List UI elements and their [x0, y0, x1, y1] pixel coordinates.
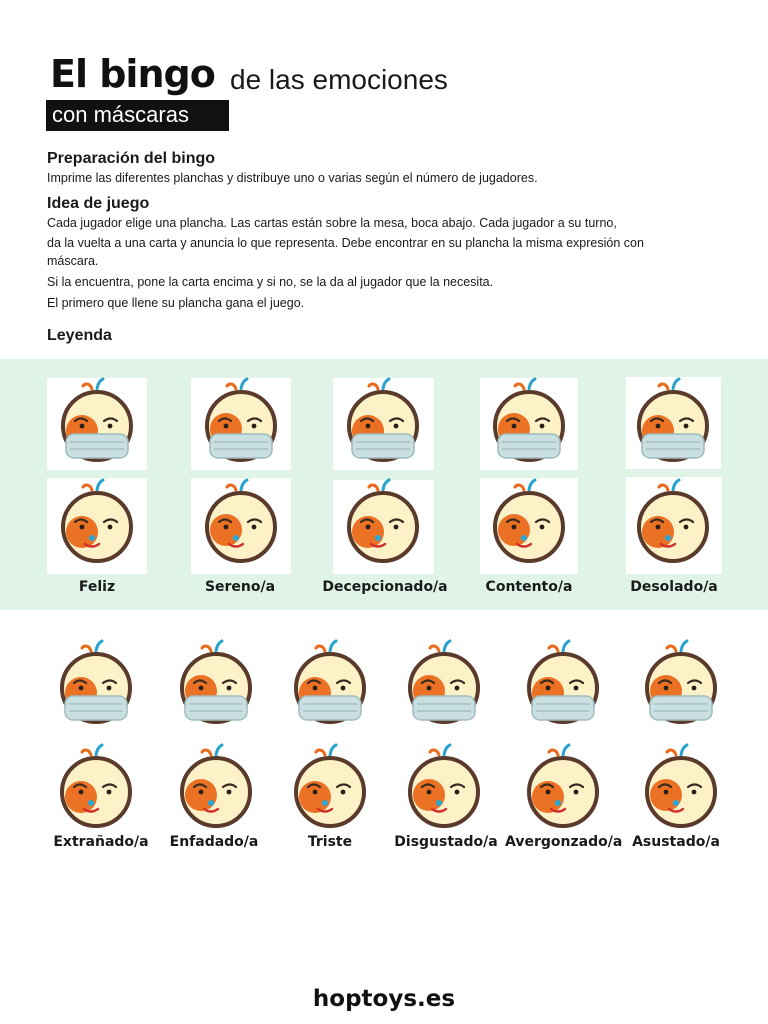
bottom-label: Triste [307, 834, 353, 850]
masked-face-icon [408, 639, 480, 724]
idea-line: máscara. [47, 254, 99, 268]
subtitle-banner: con máscaras [46, 100, 229, 131]
face-icon [60, 743, 132, 828]
face-icon [180, 743, 252, 828]
masked-face-icon [347, 377, 419, 462]
masked-face-icon [493, 377, 565, 462]
face-icon [645, 743, 717, 828]
legend-label: Decepcionado/a [322, 579, 448, 595]
title-rest: de las emociones [230, 64, 448, 95]
face-icon [493, 478, 565, 563]
masked-face-icon [60, 639, 132, 724]
legend-label: Desolado/a [630, 579, 718, 595]
masked-face-icon [637, 377, 709, 462]
masked-face-icon [180, 639, 252, 724]
masked-face-icon [527, 639, 599, 724]
face-icon [294, 743, 366, 828]
bottom-label: Disgustado/a [394, 834, 498, 850]
idea-heading: Idea de juego [47, 195, 150, 212]
prep-heading: Preparación del bingo [47, 150, 216, 167]
bottom-label: Extrañado/a [53, 834, 149, 850]
masked-face-icon [645, 639, 717, 724]
bottom-label: Asustado/a [632, 834, 720, 850]
face-icon [527, 743, 599, 828]
legend-heading: Leyenda [47, 327, 112, 344]
face-icon [205, 478, 277, 563]
face-icon [637, 478, 709, 563]
prep-text: Imprime las diferentes planchas y distri… [47, 171, 538, 185]
idea-line: Si la encuentra, pone la carta encima y … [47, 275, 494, 289]
legend-label: Contento/a [485, 579, 573, 595]
title-bold: El bingo [50, 52, 216, 96]
idea-line: da la vuelta a una carta y anuncia lo qu… [47, 236, 644, 250]
bottom-label: Avergonzado/a [505, 834, 623, 850]
legend-label: Feliz [78, 579, 116, 595]
bottom-label: Enfadado/a [169, 834, 259, 850]
masked-face-icon [61, 377, 133, 462]
face-icon [408, 743, 480, 828]
legend-label: Sereno/a [204, 579, 276, 595]
masked-face-icon [205, 377, 277, 462]
face-icon [347, 478, 419, 563]
face-icon [61, 478, 133, 563]
idea-line: Cada jugador elige una plancha. Las cart… [47, 216, 617, 230]
brand-footer: hoptoys.es [312, 986, 456, 1012]
masked-face-icon [294, 639, 366, 724]
idea-line: El primero que llene su plancha gana el … [47, 296, 305, 310]
